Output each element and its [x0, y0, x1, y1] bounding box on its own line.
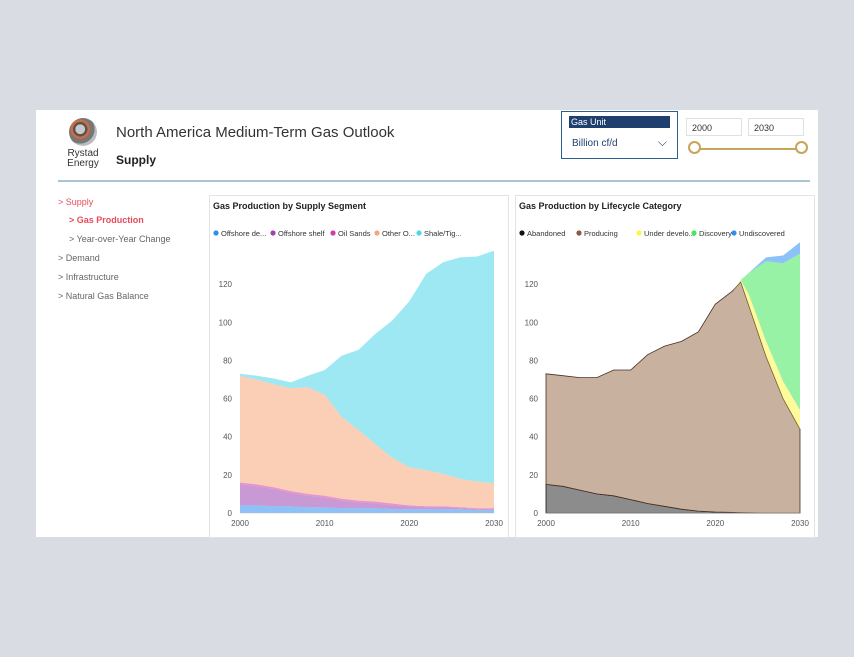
legend-marker	[519, 230, 525, 236]
area-series-offshore-de[interactable]	[240, 505, 494, 513]
legend-marker	[636, 230, 642, 236]
area-series-discovery[interactable]	[546, 253, 800, 410]
legend-item[interactable]: Producing	[576, 229, 618, 238]
area-series-offshore-shelf[interactable]	[240, 484, 494, 511]
y-tick-label: 60	[223, 395, 232, 404]
nav-natural-gas-balance[interactable]: > Natural Gas Balance	[58, 291, 149, 301]
legend-label: Producing	[584, 229, 618, 238]
logo-line-2: Energy	[67, 158, 99, 169]
report-panel: Rystad Energy North America Medium-Term …	[36, 110, 818, 538]
legend-marker	[270, 230, 276, 236]
legend-marker	[576, 230, 582, 236]
year-slider-track[interactable]	[694, 148, 802, 150]
nav-year-over-year-change[interactable]: > Year-over-Year Change	[69, 234, 171, 244]
legend-item[interactable]: Offshore de...	[213, 229, 266, 238]
gas-unit-label: Gas Unit	[569, 116, 670, 128]
gas-unit-dropdown[interactable]: Gas Unit Billion cf/d ⌵	[561, 111, 678, 159]
legend-marker	[330, 230, 336, 236]
rystad-logo: Rystad Energy	[60, 118, 106, 169]
legend-label: Under develo...	[644, 229, 695, 238]
area-series-shale-tig[interactable]	[240, 250, 494, 484]
x-tick-label: 2020	[400, 519, 418, 528]
legend-label: Offshore shelf	[278, 229, 325, 238]
x-tick-label: 2030	[791, 519, 809, 528]
nav-supply[interactable]: > Supply	[58, 197, 94, 207]
legend-item[interactable]: Shale/Tig...	[416, 229, 462, 238]
legend-item[interactable]: Other O...	[374, 229, 415, 238]
logo-line-1: Rystad	[67, 148, 99, 159]
chart-title: Gas Production by Lifecycle Category	[519, 201, 682, 211]
legend-marker	[213, 230, 219, 236]
legend-label: Offshore de...	[221, 229, 266, 238]
y-tick-label: 20	[529, 471, 538, 480]
x-tick-label: 2000	[231, 519, 249, 528]
legend-item[interactable]: Abandoned	[519, 229, 565, 238]
legend-marker	[374, 230, 380, 236]
y-tick-label: 80	[529, 356, 538, 365]
y-tick-label: 60	[529, 395, 538, 404]
page-title: North America Medium-Term Gas Outlook	[116, 124, 395, 141]
header-divider	[58, 180, 810, 182]
y-tick-label: 20	[223, 471, 232, 480]
legend-label: Oil Sands	[338, 229, 371, 238]
globe-icon	[69, 118, 97, 146]
nav-gas-production[interactable]: > Gas Production	[69, 215, 144, 225]
y-tick-label: 0	[534, 509, 539, 518]
legend-item[interactable]: Oil Sands	[330, 229, 371, 238]
legend-label: Discovery	[699, 229, 732, 238]
y-tick-label: 120	[525, 280, 539, 289]
x-tick-label: 2000	[537, 519, 555, 528]
chevron-down-icon: ⌵	[657, 135, 667, 149]
nav-demand[interactable]: > Demand	[58, 253, 100, 263]
x-tick-label: 2010	[622, 519, 640, 528]
legend-marker	[416, 230, 422, 236]
y-tick-label: 40	[223, 433, 232, 442]
nav-infrastructure[interactable]: > Infrastructure	[58, 272, 119, 282]
legend-label: Shale/Tig...	[424, 229, 462, 238]
year-slider-start-handle[interactable]	[688, 141, 701, 154]
x-tick-label: 2020	[706, 519, 724, 528]
legend-item[interactable]: Under develo...	[636, 229, 695, 238]
legend-label: Abandoned	[527, 229, 565, 238]
y-tick-label: 40	[529, 433, 538, 442]
x-tick-label: 2010	[316, 519, 334, 528]
area-series-other-o[interactable]	[240, 375, 494, 509]
legend-item[interactable]: Offshore shelf	[270, 229, 325, 238]
year-end-input[interactable]: 2030	[748, 118, 804, 136]
gas-unit-value: Billion cf/d	[572, 138, 618, 149]
lifecycle-category-svg: Abandoned Producing Under develo... Discove…	[519, 229, 809, 528]
legend-item[interactable]: Undiscovered	[731, 229, 785, 238]
y-tick-label: 100	[219, 318, 233, 327]
y-tick-label: 0	[228, 509, 233, 518]
supply-segment-svg: Offshore de... Offshore shelf Oil Sands Oth…	[213, 229, 503, 528]
y-tick-label: 120	[219, 280, 233, 289]
year-slider-end-handle[interactable]	[795, 141, 808, 154]
y-tick-label: 100	[525, 318, 539, 327]
lifecycle-category-chart: Gas Production by Lifecycle Category Aba…	[515, 195, 815, 538]
legend-marker	[731, 230, 737, 236]
legend-label: Undiscovered	[739, 229, 785, 238]
y-tick-label: 80	[223, 356, 232, 365]
chart-title: Gas Production by Supply Segment	[213, 201, 367, 211]
year-start-input[interactable]: 2000	[686, 118, 742, 136]
legend-marker	[691, 230, 697, 236]
supply-segment-chart: Gas Production by Supply Segment Offshor…	[209, 195, 509, 538]
x-tick-label: 2030	[485, 519, 503, 528]
legend-label: Other O...	[382, 229, 415, 238]
page-subtitle: Supply	[116, 153, 157, 167]
legend-item[interactable]: Discovery	[691, 229, 732, 238]
